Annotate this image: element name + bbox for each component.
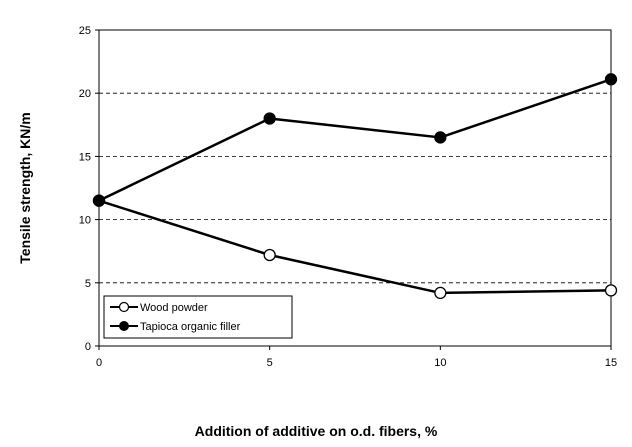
y-tick-label: 5 <box>85 278 91 290</box>
data-point-wood-powder <box>263 248 276 262</box>
y-tick-label: 15 <box>79 151 91 163</box>
y-axis-label: Tensile strength, KN/m <box>17 112 33 263</box>
x-tick-label: 15 <box>605 357 617 369</box>
legend: Wood powder Tapioca organic filler <box>103 295 293 339</box>
y-tick-label: 20 <box>79 88 91 100</box>
legend-box <box>103 295 293 339</box>
data-point-tapioca-organic-filler <box>92 194 106 207</box>
plot-area-frame <box>98 29 612 347</box>
series-group <box>92 73 618 300</box>
legend-label-tapioca: Tapioca organic filler <box>140 321 241 333</box>
legend-marker-tapioca <box>119 321 129 331</box>
x-axis-ticks: 0 5 10 15 <box>96 346 617 369</box>
y-tick-label: 0 <box>85 341 91 353</box>
legend-marker-wood-powder <box>118 301 130 313</box>
series-line-wood-powder <box>98 199 612 295</box>
y-axis-ticks: 0 5 10 15 20 25 <box>79 25 99 353</box>
data-point-wood-powder <box>434 286 447 300</box>
data-point-tapioca-organic-filler <box>434 131 447 144</box>
data-point-wood-powder <box>604 284 618 297</box>
y-tick-label: 25 <box>79 25 91 37</box>
data-point-tapioca-organic-filler <box>604 73 618 86</box>
data-point-tapioca-organic-filler <box>263 112 276 125</box>
y-tick-label: 10 <box>79 215 91 227</box>
legend-label-wood-powder: Wood powder <box>140 302 208 314</box>
x-tick-label: 10 <box>434 357 446 369</box>
series-line-tapioca-organic-filler <box>98 78 612 202</box>
x-tick-label: 0 <box>96 357 102 369</box>
x-axis-label: Addition of additive on o.d. fibers, % <box>195 423 438 439</box>
gridlines <box>99 92 611 284</box>
x-tick-label: 5 <box>267 357 273 369</box>
